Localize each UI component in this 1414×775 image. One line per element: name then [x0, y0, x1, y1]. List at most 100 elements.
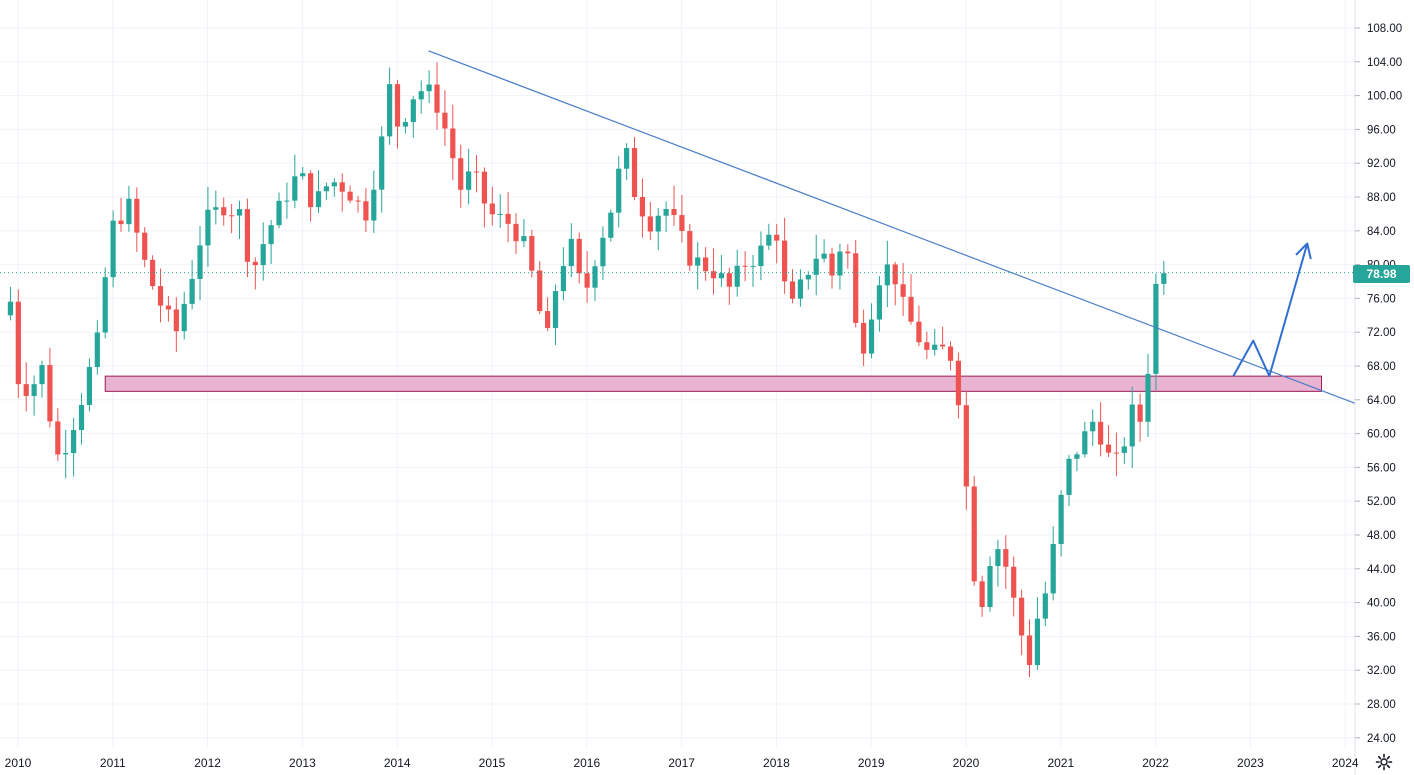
- last-price-badge: 78.98: [1353, 265, 1410, 283]
- candle-body: [118, 220, 124, 225]
- candle-body: [568, 238, 574, 267]
- settings-button[interactable]: [1372, 751, 1396, 773]
- x-tick-label: 2019: [858, 756, 885, 770]
- candle-body: [734, 265, 740, 287]
- y-tick-label: 76.00: [1367, 293, 1396, 305]
- projection-path: [1232, 243, 1309, 378]
- candle-body: [489, 203, 495, 215]
- candle-body: [979, 581, 985, 608]
- candle-body: [750, 266, 756, 268]
- x-tick-label: 2014: [384, 756, 411, 770]
- candle-body: [126, 198, 132, 225]
- price-axis[interactable]: 108.00104.00100.0096.0092.0088.0084.0080…: [1355, 23, 1402, 745]
- candle-body: [102, 277, 108, 333]
- candle-body: [339, 182, 345, 192]
- candle-body: [1161, 273, 1167, 284]
- projection-arrowhead: [1295, 242, 1312, 260]
- x-tick-label: 2013: [289, 756, 316, 770]
- y-tick-label: 92.00: [1367, 158, 1396, 170]
- candle-body: [853, 253, 859, 323]
- y-tick-label: 88.00: [1367, 192, 1396, 204]
- candle-body: [647, 216, 653, 232]
- annotations: [0, 50, 1355, 404]
- candle-body: [726, 273, 732, 287]
- candle-body: [1026, 635, 1033, 666]
- x-tick-label: 2018: [763, 756, 790, 770]
- support-zone: [104, 375, 1323, 392]
- y-tick-label: 96.00: [1367, 124, 1396, 136]
- candle-body: [592, 266, 598, 288]
- candle-body: [1082, 431, 1088, 455]
- candle-body: [529, 236, 535, 271]
- candle-body: [924, 342, 930, 350]
- candle-body: [663, 208, 669, 216]
- candle-body: [157, 286, 164, 306]
- candle-body: [205, 209, 211, 246]
- candle-body: [971, 486, 977, 582]
- candle-body: [7, 301, 14, 316]
- candle-body: [900, 284, 906, 297]
- candle-body: [1129, 404, 1135, 447]
- candle-body: [221, 207, 227, 216]
- candle-body: [47, 365, 53, 422]
- support-zone-rect: [104, 375, 1323, 392]
- candle-body: [181, 303, 187, 332]
- candle-body: [679, 215, 685, 232]
- x-tick-label: 2011: [100, 756, 126, 770]
- x-tick-label: 2012: [194, 756, 221, 770]
- candle-body: [916, 321, 922, 343]
- candle-body: [576, 238, 582, 274]
- candle-body: [789, 281, 796, 299]
- candle-body: [197, 245, 203, 279]
- candle-body: [268, 225, 274, 245]
- candle-body: [481, 171, 488, 204]
- candle-body: [861, 322, 867, 354]
- x-tick-label: 2022: [1142, 756, 1169, 770]
- candle-body: [213, 207, 219, 210]
- candle-body: [963, 405, 969, 487]
- candle-body: [39, 365, 45, 385]
- candle-body: [1121, 446, 1127, 453]
- candle-body: [545, 311, 551, 328]
- time-axis[interactable]: 2010 2011 2012 2013 2014 2015 2016 2017 2018 2019…: [5, 756, 1359, 770]
- candle-body: [639, 196, 646, 217]
- gear-icon: [1375, 753, 1393, 771]
- candle-body: [695, 257, 701, 266]
- candle-body: [94, 332, 100, 368]
- y-tick-label: 60.00: [1367, 429, 1396, 441]
- candle-body: [379, 136, 385, 190]
- y-tick-label: 40.00: [1367, 598, 1396, 610]
- candle-body: [418, 91, 424, 100]
- candle-body: [932, 344, 938, 350]
- candle-body: [908, 296, 914, 322]
- candle-body: [1011, 566, 1017, 598]
- candle-body: [718, 273, 725, 279]
- candle-body: [458, 158, 464, 190]
- candle-body: [868, 319, 875, 354]
- grid: [0, 0, 1355, 748]
- candle-body: [655, 215, 661, 232]
- candle-body: [434, 84, 440, 113]
- candle-body: [1090, 421, 1096, 432]
- y-tick-label: 56.00: [1367, 462, 1396, 474]
- candle-body: [31, 384, 37, 396]
- y-tick-label: 68.00: [1367, 361, 1396, 373]
- candle-body: [284, 200, 290, 202]
- x-tick-label: 2015: [479, 756, 506, 770]
- candle-body: [236, 209, 243, 216]
- y-tick-label: 108.00: [1367, 23, 1402, 35]
- y-tick-label: 44.00: [1367, 564, 1396, 576]
- candle-body: [703, 257, 709, 272]
- candle-body: [473, 171, 480, 173]
- candle-body: [616, 168, 622, 213]
- x-tick-label: 2010: [5, 756, 32, 770]
- candle-body: [315, 191, 322, 208]
- candle-body: [774, 234, 780, 241]
- candle-body: [521, 236, 527, 242]
- candles: [7, 62, 1167, 678]
- candle-body: [1050, 543, 1056, 594]
- candle-body: [260, 244, 266, 266]
- candle-body: [402, 122, 409, 127]
- candle-body: [363, 201, 369, 221]
